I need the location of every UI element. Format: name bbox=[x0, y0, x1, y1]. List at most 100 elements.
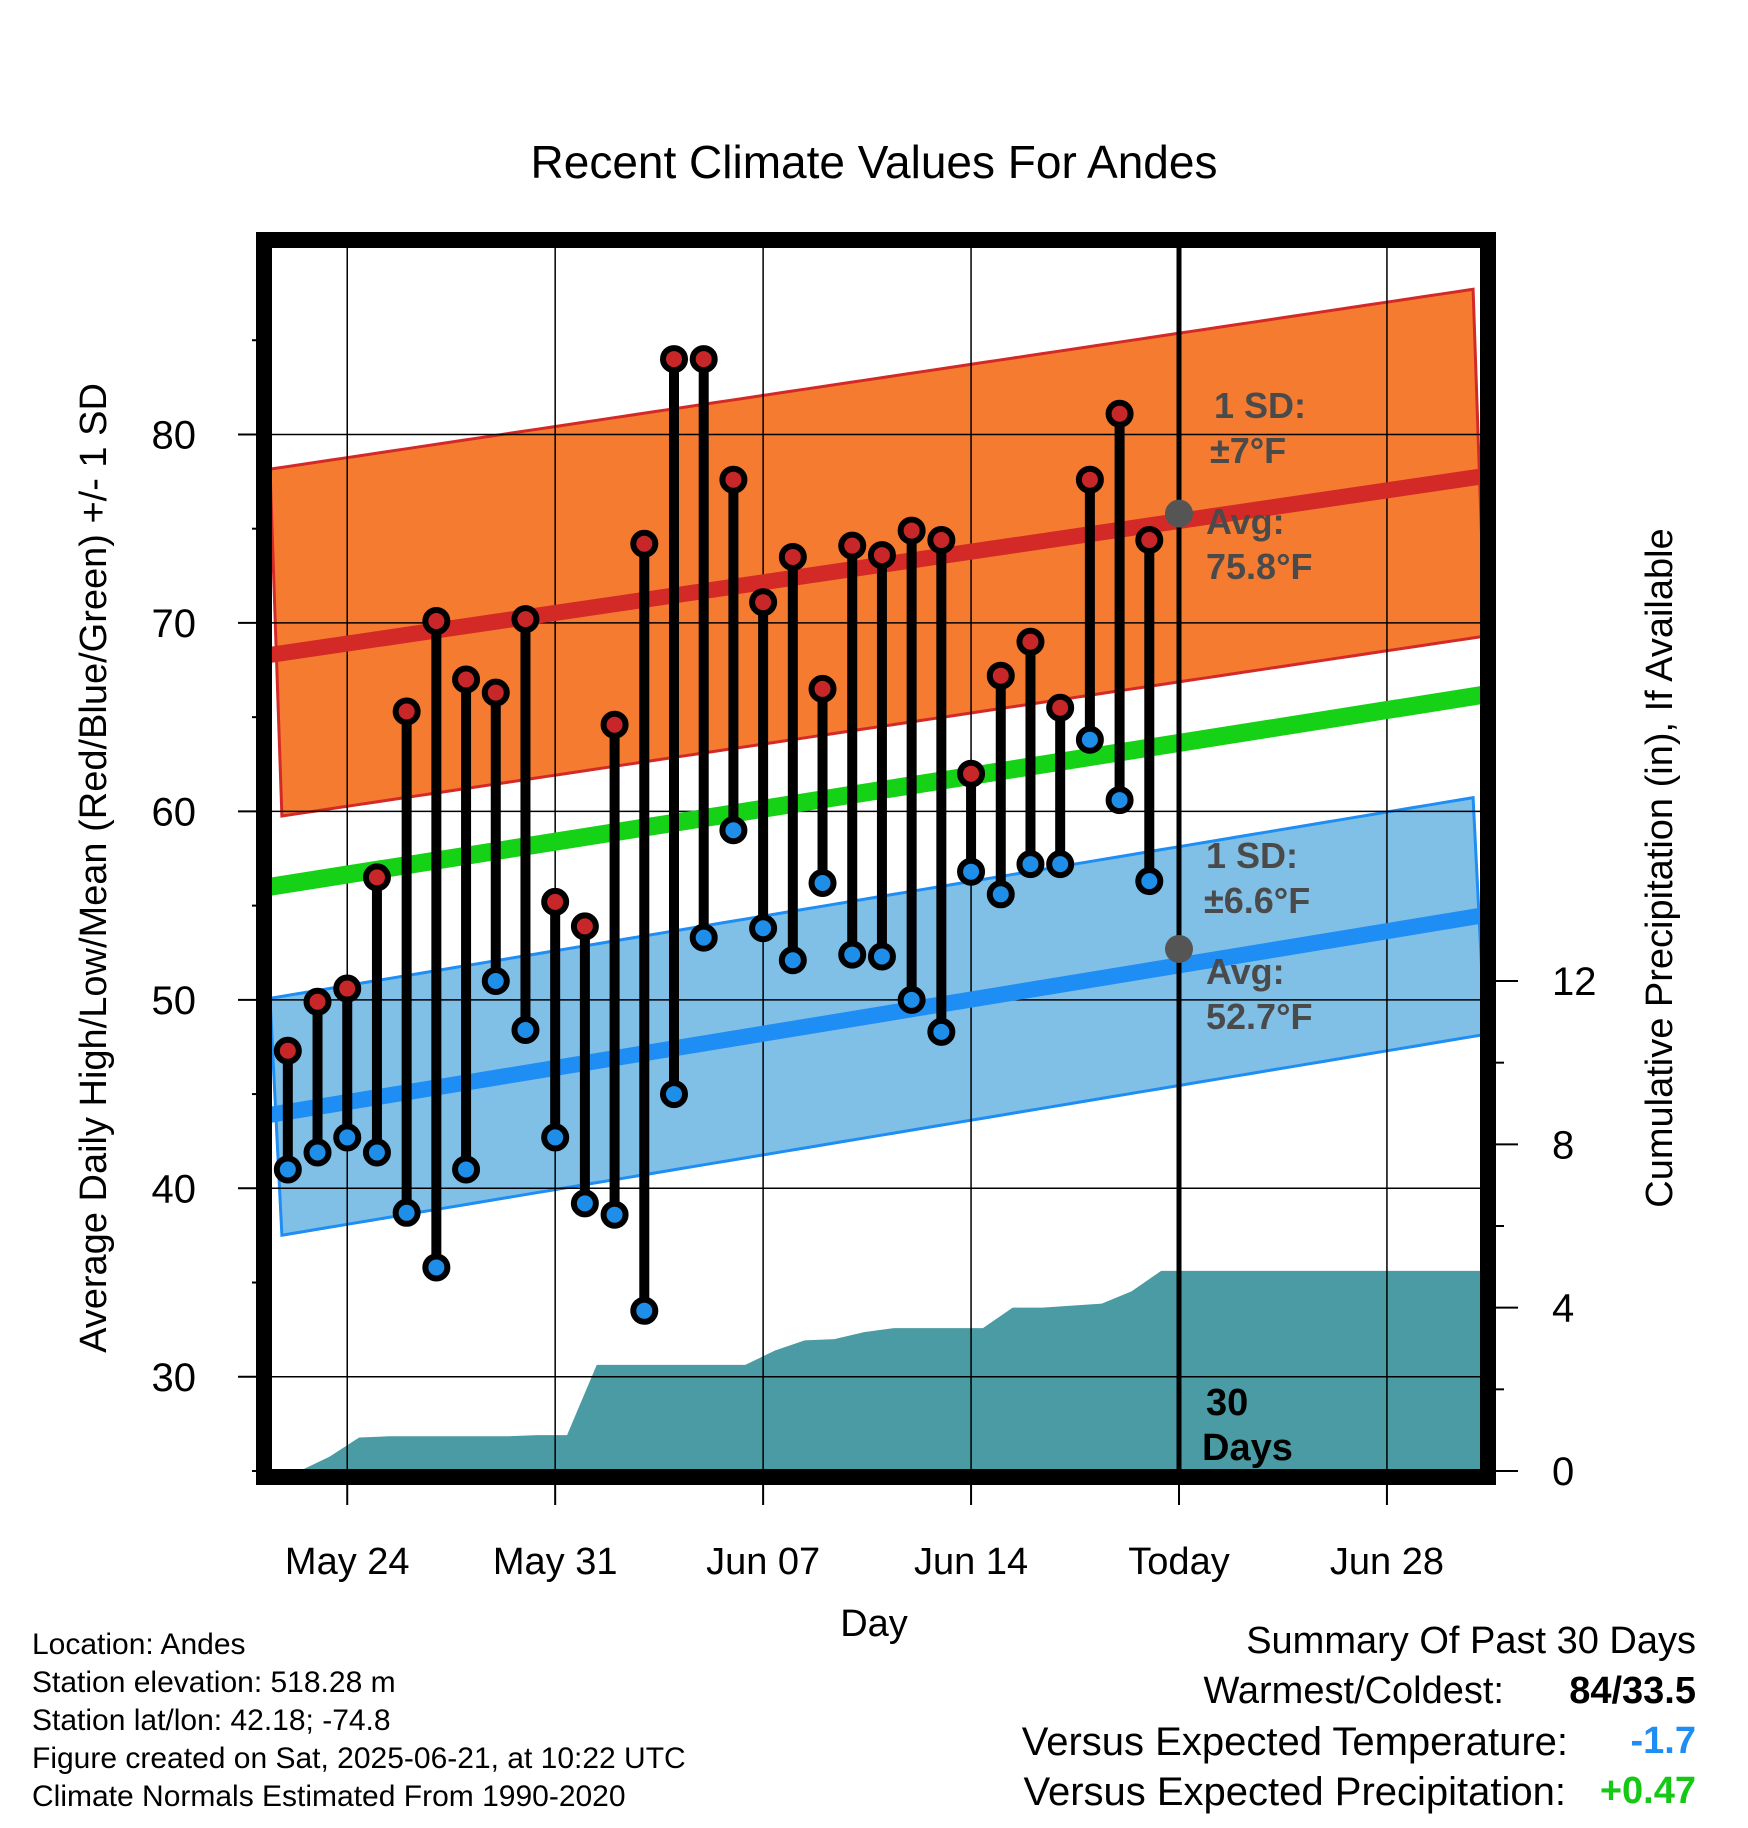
low-temp-point bbox=[600, 1200, 629, 1229]
summary-title: Summary Of Past 30 Days bbox=[1246, 1620, 1696, 1662]
y-right-tick-label: 8 bbox=[1552, 1123, 1574, 1167]
high-temp-point bbox=[481, 678, 510, 707]
today-days-label-number: 30 bbox=[1206, 1382, 1248, 1424]
high-temp-point bbox=[778, 542, 807, 571]
low-temp-point bbox=[1016, 850, 1045, 879]
warmest-label: Warmest/Coldest: bbox=[1203, 1670, 1504, 1712]
high-temp-point bbox=[689, 345, 718, 374]
high-sd-label-title: 1 SD: bbox=[1214, 385, 1306, 426]
low-temp-point bbox=[362, 1138, 391, 1167]
high-temp-point bbox=[867, 541, 896, 570]
high-temp-point bbox=[808, 674, 837, 703]
high-temp-point bbox=[273, 1036, 302, 1065]
temp-value: -1.7 bbox=[1630, 1720, 1696, 1762]
high-temp-point bbox=[511, 605, 540, 634]
precip-area bbox=[270, 1270, 1485, 1471]
info-latlon: Station lat/lon: 42.18; -74.8 bbox=[32, 1704, 391, 1737]
low-temp-point bbox=[630, 1296, 659, 1325]
high-avg-label-title: Avg: bbox=[1206, 501, 1285, 542]
low-temp-point bbox=[660, 1080, 688, 1109]
low-avg-label-title: Avg: bbox=[1206, 951, 1285, 992]
low-temp-point bbox=[481, 967, 510, 995]
plot-frame bbox=[256, 232, 1496, 1485]
low-temp-point bbox=[838, 940, 867, 969]
today-low-avg-marker bbox=[1165, 934, 1193, 963]
low-temp-point bbox=[719, 816, 748, 845]
high-temp-point bbox=[362, 863, 391, 892]
info-location: Location: Andes bbox=[32, 1628, 246, 1661]
y-axis-right-label: Cumulative Precipitation (in), If Availa… bbox=[1639, 528, 1681, 1207]
y-axis-left-label: Average Daily High/Low/Mean (Red/Blue/Gr… bbox=[73, 383, 115, 1353]
high-temp-point bbox=[600, 710, 629, 739]
low-temp-point bbox=[392, 1198, 421, 1227]
high-temp-point bbox=[570, 912, 599, 941]
high-temp-point bbox=[749, 588, 778, 617]
high-temp-point bbox=[1135, 526, 1164, 554]
high-temp-point bbox=[838, 531, 867, 560]
today-days-label-text: Days bbox=[1202, 1427, 1293, 1469]
low-temp-point bbox=[570, 1189, 599, 1218]
y-left-tick-label: 40 bbox=[152, 1167, 197, 1211]
x-tick-label: Jun 14 bbox=[914, 1541, 1028, 1583]
low-temp-point bbox=[333, 1123, 362, 1152]
high-avg-label-value: 75.8°F bbox=[1206, 546, 1312, 587]
normal-low-line bbox=[268, 907, 1487, 1123]
low-temp-point bbox=[541, 1123, 570, 1152]
low-temp-point bbox=[778, 946, 807, 975]
low-sd-label-title: 1 SD: bbox=[1206, 835, 1298, 876]
low-temp-point bbox=[511, 1016, 540, 1044]
low-sd-label-value: ±6.6°F bbox=[1204, 880, 1310, 921]
info-elevation: Station elevation: 518.28 m bbox=[32, 1666, 396, 1699]
y-right-tick-label: 12 bbox=[1552, 960, 1597, 1004]
high-temp-point bbox=[986, 661, 1015, 690]
high-temp-point bbox=[333, 974, 362, 1003]
info-normals: Climate Normals Estimated From 1990-2020 bbox=[32, 1780, 626, 1813]
info-created: Figure created on Sat, 2025-06-21, at 10… bbox=[32, 1742, 686, 1775]
low-temp-point bbox=[689, 923, 718, 952]
chart-title: Recent Climate Values For Andes bbox=[531, 136, 1218, 188]
y-right-tick-label: 0 bbox=[1552, 1450, 1574, 1494]
low-temp-point bbox=[867, 942, 896, 971]
high-temp-point bbox=[957, 759, 986, 788]
precip-value: +0.47 bbox=[1599, 1770, 1696, 1812]
high-temp-point bbox=[1105, 399, 1134, 428]
low-temp-point bbox=[986, 880, 1015, 909]
low-temp-point bbox=[957, 857, 986, 886]
y-left-tick-label: 80 bbox=[152, 413, 197, 457]
warmest-value: 84/33.5 bbox=[1569, 1670, 1696, 1712]
low-temp-point bbox=[749, 914, 778, 943]
low-temp-point bbox=[927, 1017, 956, 1046]
high-temp-point bbox=[630, 529, 659, 558]
low-temp-point bbox=[422, 1253, 451, 1282]
x-tick-label: Today bbox=[1128, 1541, 1229, 1583]
y-left-tick-label: 70 bbox=[152, 602, 197, 646]
low-temp-point bbox=[303, 1138, 332, 1167]
station-info: Location: Andes Station elevation: 518.2… bbox=[32, 1626, 686, 1816]
high-temp-point bbox=[660, 345, 688, 374]
high-temp-point bbox=[927, 526, 956, 554]
y-left-tick-label: 60 bbox=[152, 790, 197, 834]
high-temp-point bbox=[1046, 693, 1075, 722]
x-tick-label: Jun 28 bbox=[1330, 1541, 1444, 1583]
low-temp-point bbox=[452, 1155, 481, 1184]
high-temp-point bbox=[897, 516, 926, 545]
y-left-tick-label: 30 bbox=[152, 1356, 197, 1400]
low-temp-point bbox=[1135, 867, 1164, 896]
high-temp-point bbox=[422, 607, 451, 636]
high-temp-point bbox=[541, 887, 570, 916]
x-tick-label: Jun 07 bbox=[706, 1541, 820, 1583]
high-temp-point bbox=[452, 665, 481, 694]
high-temp-point bbox=[1075, 465, 1104, 494]
low-temp-point bbox=[1105, 786, 1134, 815]
low-avg-label-value: 52.7°F bbox=[1206, 996, 1312, 1037]
low-temp-point bbox=[1075, 725, 1104, 754]
precip-label: Versus Expected Precipitation: bbox=[1023, 1770, 1566, 1814]
low-temp-point bbox=[808, 869, 837, 897]
y-right-tick-label: 4 bbox=[1552, 1287, 1574, 1331]
high-temp-point bbox=[1016, 627, 1045, 656]
x-axis-label: Day bbox=[840, 1603, 908, 1645]
low-temp-point bbox=[897, 985, 926, 1014]
y-left-tick-label: 50 bbox=[152, 979, 197, 1023]
